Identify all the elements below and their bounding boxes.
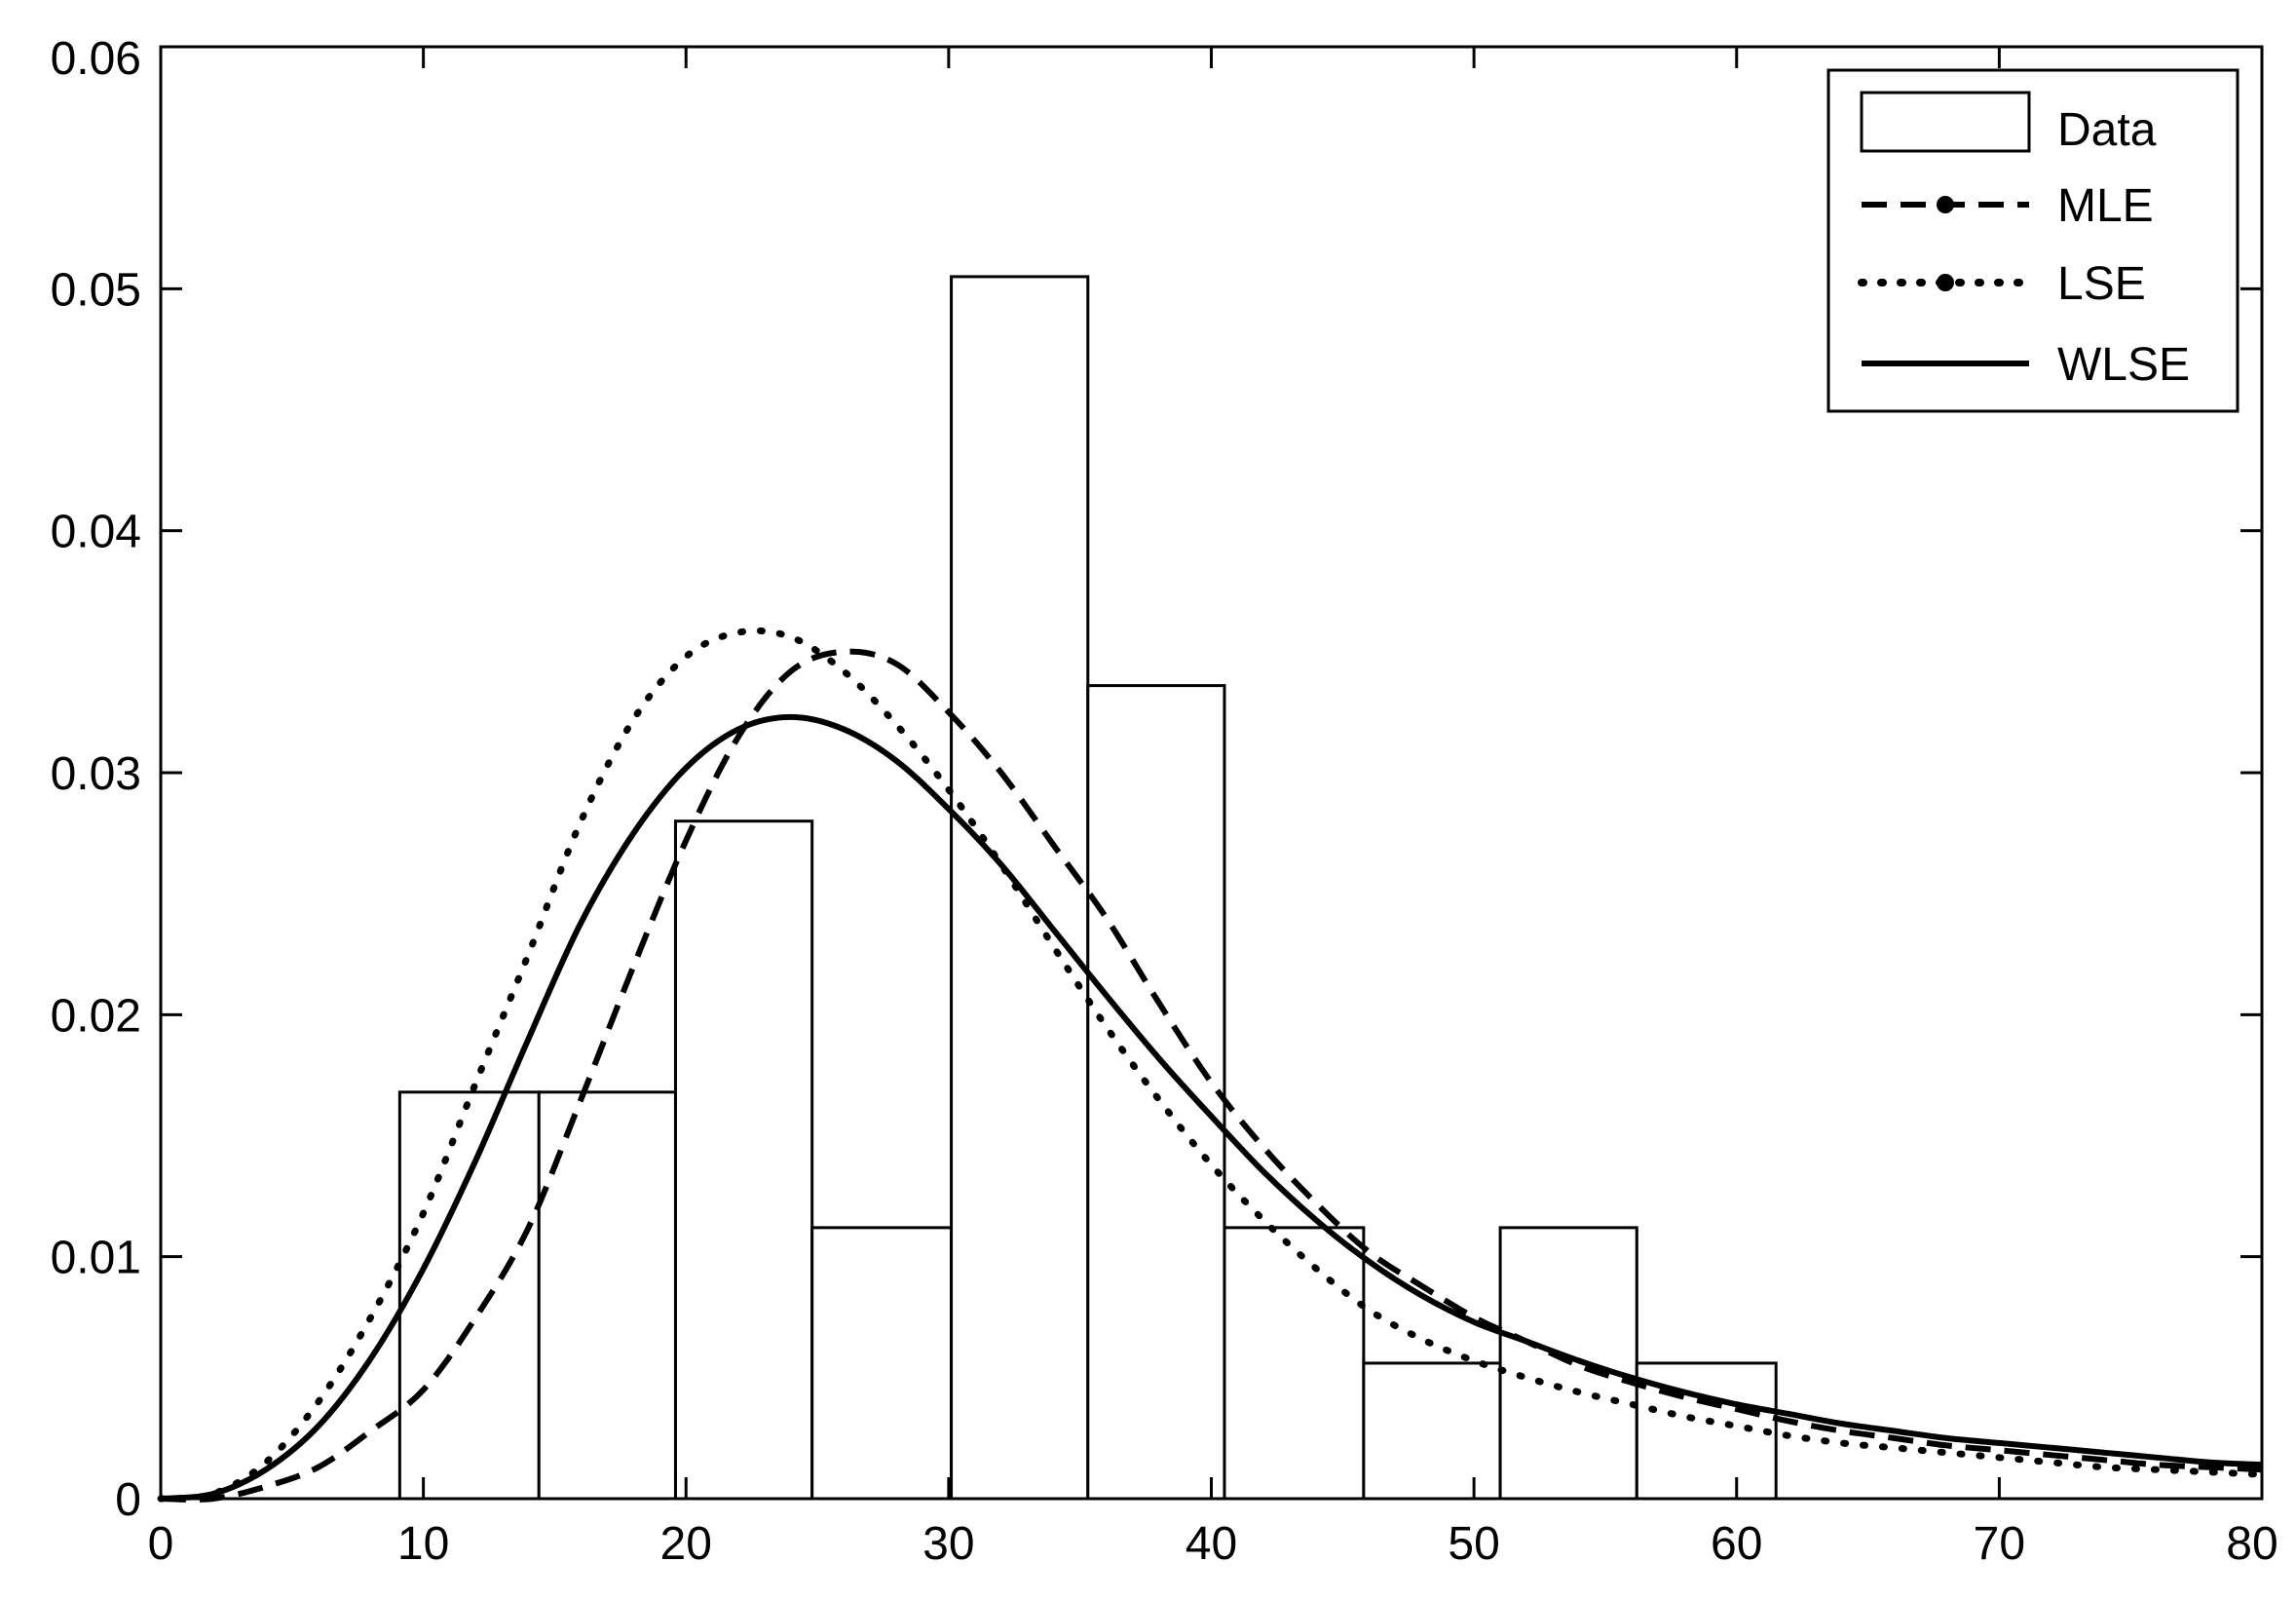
x-tick-label-4: 40	[1186, 1518, 1237, 1570]
curve-mle	[160, 648, 2263, 1503]
histogram-bar-3	[810, 1226, 954, 1501]
y-tick-label-4: 0.04	[51, 507, 141, 558]
plot-frame	[159, 45, 2264, 1501]
legend-mle-marker	[1937, 196, 1954, 213]
curve-lse	[157, 627, 2266, 1503]
y-tick-label-1: 0.01	[51, 1233, 141, 1284]
legend-lse-marker	[1937, 274, 1954, 291]
x-tick-label-1: 10	[397, 1518, 449, 1570]
curve-wlse	[160, 713, 2263, 1502]
x-tick-label-7: 70	[1974, 1518, 2025, 1570]
histogram-bar-5	[1086, 684, 1226, 1501]
histogram-bar-2	[673, 819, 814, 1501]
histogram-bar-0	[397, 1090, 541, 1501]
x-tick-label-8: 80	[2226, 1518, 2277, 1570]
legend-label-wlse: WLSE	[2057, 339, 2190, 391]
y-tick-labels: 0 0.01 0.02 0.03 0.04 0.05 0.06	[51, 33, 141, 1526]
y-tick-label-5: 0.05	[51, 264, 141, 316]
legend: Data MLE LSE WLSE	[1826, 68, 2240, 413]
x-tick-labels: 0 10 20 30 40 50 60 70 80	[148, 1518, 2278, 1570]
histogram-bar-1	[537, 1090, 677, 1501]
y-tick-label-3: 0.03	[51, 748, 141, 800]
y-tick-label-6: 0.06	[51, 33, 141, 85]
x-tick-label-6: 60	[1711, 1518, 1762, 1570]
x-tick-label-2: 20	[660, 1518, 712, 1570]
x-tick-label-3: 30	[922, 1518, 974, 1570]
x-tick-label-0: 0	[148, 1518, 174, 1570]
legend-data-swatch	[1860, 91, 2031, 153]
y-tick-label-0: 0	[115, 1474, 141, 1526]
histogram-bar-6	[1223, 1226, 1366, 1501]
fitted-curves	[157, 627, 2266, 1503]
legend-label-data: Data	[2057, 104, 2157, 156]
y-tick-label-2: 0.02	[51, 990, 141, 1042]
histogram-bar-7	[1362, 1361, 1502, 1501]
legend-label-mle: MLE	[2057, 180, 2154, 232]
x-tick-label-5: 50	[1448, 1518, 1499, 1570]
legend-label-lse: LSE	[2057, 258, 2146, 310]
axis-ticks	[159, 45, 2264, 1501]
